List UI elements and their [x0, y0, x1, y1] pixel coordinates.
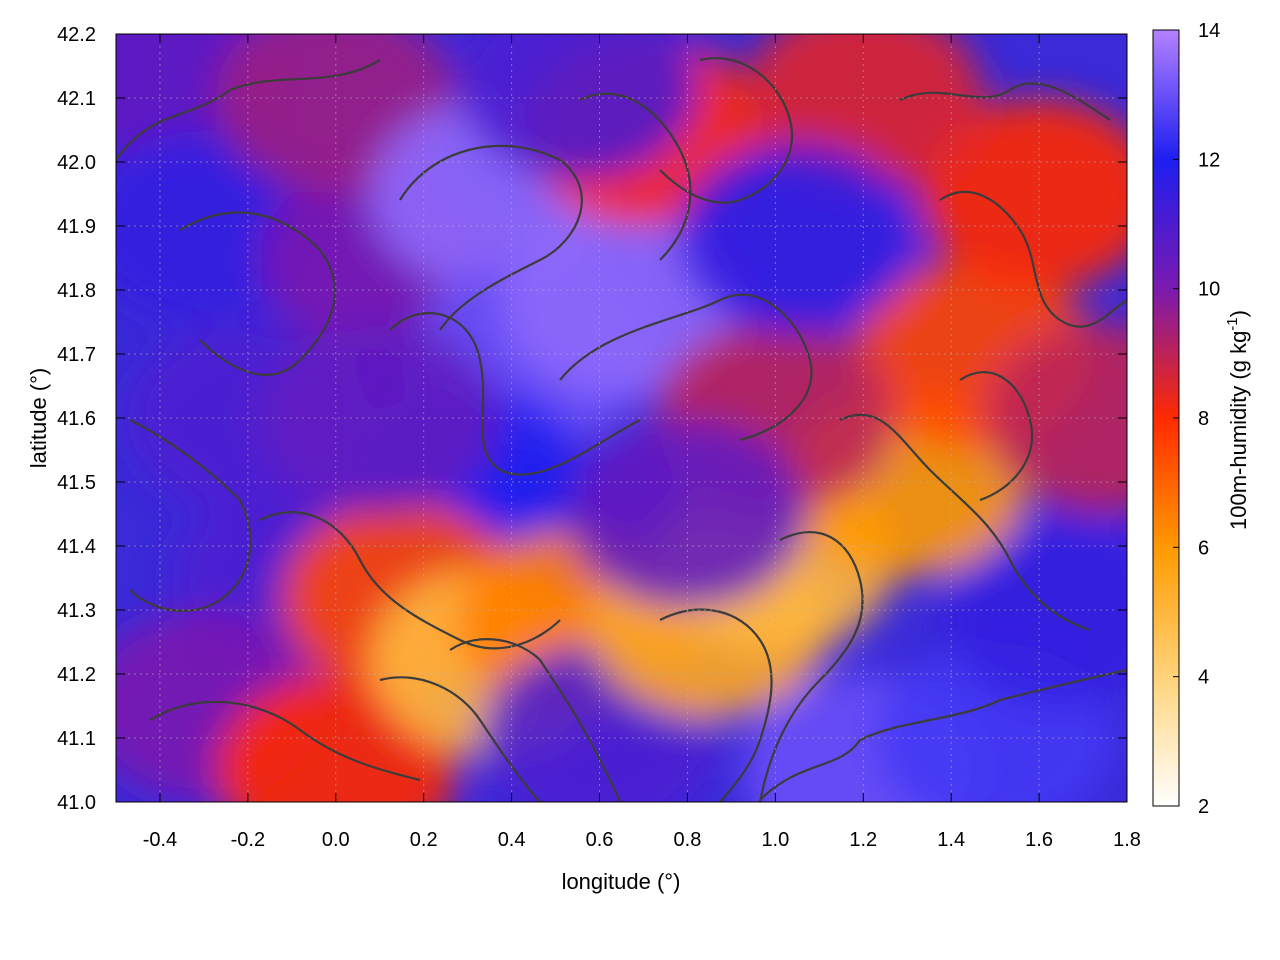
x-tick-label: -0.2: [231, 829, 265, 851]
colorbar-tick-label: 14: [1198, 20, 1220, 42]
colorbar-ticks: 2 4 6 8 10 12 14: [1173, 20, 1220, 818]
x-tick-label: -0.4: [143, 829, 177, 851]
heatmap-blobs: [116, 34, 1127, 802]
contour-line: [129, 419, 252, 612]
contour-line: [149, 700, 421, 782]
field-sample: [985, 323, 1127, 513]
colorbar-tick-label: 2: [1198, 796, 1209, 818]
contour-line: [759, 668, 1127, 801]
contour-line: [959, 371, 1033, 502]
y-tick-label: 42.0: [57, 152, 96, 174]
x-tick-label: 1.0: [761, 829, 789, 851]
colorbar: 2 4 6 8 10 12 14 100m-humidity (g kg-1): [1152, 20, 1251, 818]
y-tick-label: 41.5: [57, 472, 96, 494]
contour-line: [389, 312, 641, 476]
x-tick-label: 1.2: [849, 829, 877, 851]
field-sample: [457, 34, 698, 181]
x-tick-label: 0.8: [674, 829, 702, 851]
y-axis-ticks: 41.0 41.1 41.2 41.3 41.4 41.5 41.6 41.7 41.8 41.9…: [57, 24, 1127, 814]
contour-line: [179, 211, 336, 376]
contour-line: [579, 92, 692, 261]
y-tick-label: 41.2: [57, 664, 96, 686]
x-tick-label: 1.6: [1025, 829, 1053, 851]
contour-line: [559, 293, 813, 442]
colorbar-tick-label: 4: [1198, 667, 1209, 689]
x-tick-label: 0.6: [586, 829, 614, 851]
contour-line: [449, 638, 622, 802]
x-tick-label: 1.8: [1113, 829, 1141, 851]
x-tick-label: 0.0: [322, 829, 350, 851]
y-tick-label: 41.1: [57, 728, 96, 750]
y-tick-label: 41.9: [57, 216, 96, 238]
contour-line: [758, 531, 864, 802]
y-tick-label: 41.0: [57, 792, 96, 814]
contour-line: [379, 676, 541, 802]
colorbar-label-superscript: -1: [1224, 317, 1241, 330]
contour-line: [939, 190, 1127, 328]
y-tick-label: 42.2: [57, 24, 96, 46]
y-tick-label: 42.1: [57, 88, 96, 110]
heatmap-field: [116, 34, 1127, 802]
colorbar-tick-label: 12: [1198, 149, 1220, 171]
x-tick-label: 1.4: [937, 829, 965, 851]
contour-line: [659, 57, 793, 204]
colorbar-tick-label: 10: [1198, 279, 1220, 301]
field-sample: [919, 99, 1127, 289]
colorbar-tick-label: 8: [1198, 408, 1209, 430]
colorbar-tick-label: 6: [1198, 537, 1209, 559]
field-sample: [677, 143, 918, 334]
colorbar-label-end: ): [1226, 310, 1251, 317]
contour-line: [116, 59, 381, 161]
contour-line: [399, 144, 583, 331]
y-tick-label: 41.7: [57, 344, 96, 366]
y-axis-label: latitude (°): [26, 368, 51, 469]
contour-line: [899, 82, 1111, 121]
contour-line: [839, 413, 1091, 632]
x-tick-label: 0.4: [498, 829, 526, 851]
y-tick-label: 41.4: [57, 536, 96, 558]
contour-line: [259, 511, 561, 650]
colorbar-label-main: 100m-humidity (g kg: [1226, 331, 1251, 530]
grid-lines: [116, 33, 1128, 803]
y-tick-label: 41.3: [57, 600, 96, 622]
x-axis-label: longitude (°): [562, 869, 681, 894]
x-tick-label: 0.2: [410, 829, 438, 851]
colorbar-label: 100m-humidity (g kg-1): [1224, 310, 1251, 530]
y-tick-label: 41.8: [57, 280, 96, 302]
y-tick-label: 41.6: [57, 408, 96, 430]
field-sample: [259, 323, 500, 513]
x-axis-ticks: -0.4 -0.2 0.0 0.2 0.4 0.6 0.8 1.0 1.2 1.4 1.6 1.8: [143, 34, 1141, 851]
